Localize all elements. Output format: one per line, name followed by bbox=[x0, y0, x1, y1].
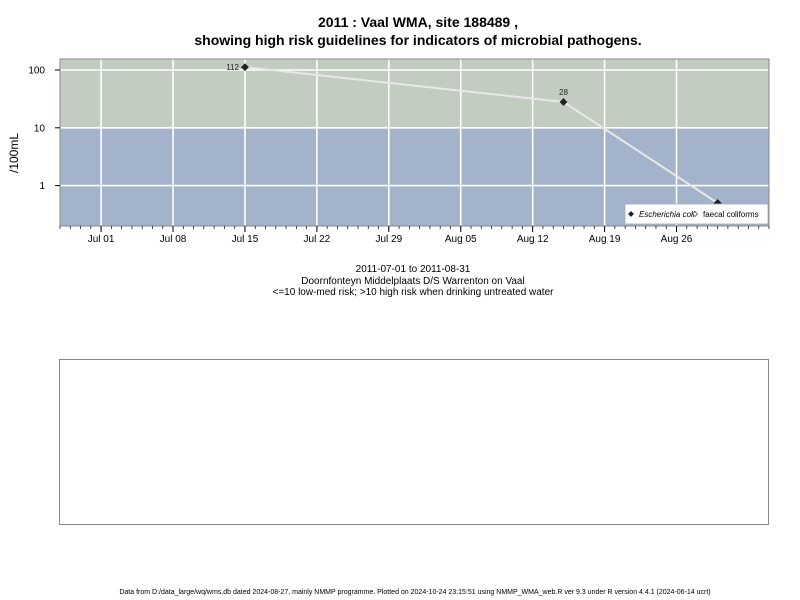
data-point bbox=[241, 63, 249, 72]
legend-label: Escherichia coli bbox=[639, 210, 695, 219]
data-label: 112 bbox=[226, 63, 239, 72]
x-tick-label: Aug 12 bbox=[517, 234, 549, 245]
site-name-label: Doornfonteyn Middelplaats D/S Warrenton … bbox=[301, 276, 525, 287]
empty-plot-panel bbox=[59, 359, 769, 525]
legend-marker bbox=[628, 211, 634, 217]
y-tick-label: 100 bbox=[28, 66, 45, 77]
y-tick-label: 10 bbox=[34, 123, 46, 134]
data-label: 28 bbox=[559, 88, 568, 97]
chart-plot: 1 10 100 Jul 01 Jul 08 Jul 15 Jul 22 Jul 29 Aug… bbox=[28, 58, 770, 245]
risk-note-label: <=10 low-med risk; >10 high risk when dr… bbox=[272, 287, 554, 298]
plot-border bbox=[59, 58, 770, 227]
plot-frame bbox=[59, 58, 770, 227]
x-tick-label: Aug 19 bbox=[589, 234, 621, 245]
data-point bbox=[559, 98, 568, 106]
x-tick-label: Jul 29 bbox=[375, 234, 402, 245]
x-tick-label: Jul 22 bbox=[304, 234, 331, 245]
footer-note: Data from D:/data_large/wq/wms.db dated … bbox=[119, 589, 711, 596]
x-axis: Jul 01 Jul 08 Jul 15 Jul 22 Jul 29 Aug 05 Aug … bbox=[59, 226, 770, 245]
legend-marker bbox=[692, 211, 698, 217]
y-axis: 1 10 100 bbox=[28, 66, 60, 192]
legend: Escherichia coli faecal coliforms bbox=[624, 203, 769, 225]
x-tick-label: Aug 26 bbox=[661, 234, 693, 245]
x-tick-label: Aug 05 bbox=[445, 234, 477, 245]
y-tick-label: 1 bbox=[39, 181, 45, 192]
chart-title-line1: 2011 : Vaal WMA, site 188489 , bbox=[317, 14, 518, 30]
x-tick-label: Jul 15 bbox=[232, 234, 259, 245]
gridlines bbox=[60, 59, 769, 226]
x-tick-label: Jul 08 bbox=[160, 234, 187, 245]
date-range-label: 2011-07-01 to 2011-08-31 bbox=[355, 264, 471, 275]
x-tick-label: Jul 01 bbox=[88, 234, 115, 245]
risk-bands bbox=[60, 59, 769, 226]
chart-title-line2: showing high risk guidelines for indicat… bbox=[194, 32, 642, 48]
legend-label: faecal coliforms bbox=[703, 210, 759, 219]
